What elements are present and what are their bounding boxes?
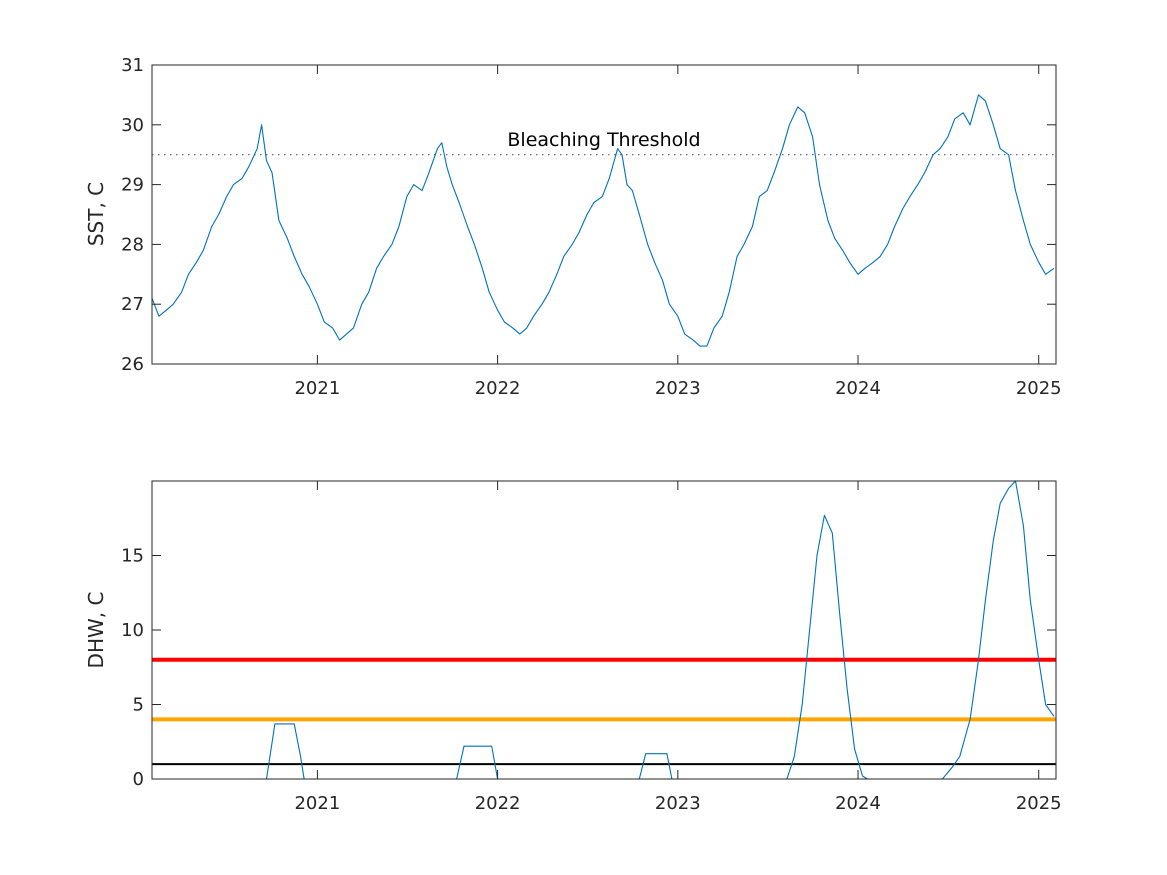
dhw-y-tick-label-3: 15 (121, 546, 144, 567)
sst-y-tick-label-3: 29 (121, 175, 144, 196)
bleaching-threshold-label: Bleaching Threshold (507, 129, 700, 151)
dhw-y-ticks: 0 5 10 15 (121, 546, 1056, 790)
dhw-x-tick-label-1: 2022 (475, 793, 521, 814)
sst-panel: 26 27 28 29 30 31 2021 2022 2023 2024 2025 SST, C… (84, 55, 1062, 399)
dhw-y-axis-label: DHW, C (84, 592, 108, 669)
dhw-panel: 0 5 10 15 2021 2022 2023 2024 2025 DHW, C (84, 480, 1062, 814)
dhw-x-tick-label-0: 2021 (294, 793, 340, 814)
dhw-series (152, 480, 1055, 780)
sst-y-tick-label-1: 27 (121, 294, 144, 315)
dhw-y-tick-label-0: 0 (133, 769, 144, 790)
sst-x-ticks: 2021 2022 2023 2024 2025 (294, 65, 1062, 399)
dhw-y-tick-label-1: 5 (133, 695, 144, 716)
dhw-x-tick-label-3: 2024 (835, 793, 881, 814)
sst-series (151, 94, 1055, 347)
dhw-series-line-0 (152, 480, 1055, 780)
sst-x-tick-label-3: 2024 (835, 378, 881, 399)
sst-series-line-0 (151, 94, 1055, 347)
dhw-plot-area (152, 481, 1056, 779)
sst-y-tick-label-2: 28 (121, 234, 144, 255)
sst-y-ticks: 26 27 28 29 30 31 (121, 55, 1056, 375)
sst-x-tick-label-2: 2023 (655, 378, 701, 399)
dhw-x-tick-label-4: 2025 (1016, 793, 1062, 814)
sst-x-tick-label-4: 2025 (1016, 378, 1062, 399)
sst-y-tick-label-5: 31 (121, 55, 144, 76)
dhw-reference-lines (152, 657, 1056, 766)
sst-x-tick-label-1: 2022 (475, 378, 521, 399)
dhw-x-tick-label-2: 2023 (655, 793, 701, 814)
sst-y-tick-label-0: 26 (121, 354, 144, 375)
dhw-y-tick-label-2: 10 (121, 620, 144, 641)
sst-x-tick-label-0: 2021 (294, 378, 340, 399)
dhw-x-ticks: 2021 2022 2023 2024 2025 (294, 481, 1062, 814)
sst-axes-box (151, 64, 1057, 365)
sst-y-axis-label: SST, C (84, 182, 108, 246)
sst-plot-area (152, 65, 1056, 364)
sst-y-tick-label-4: 30 (121, 115, 144, 136)
